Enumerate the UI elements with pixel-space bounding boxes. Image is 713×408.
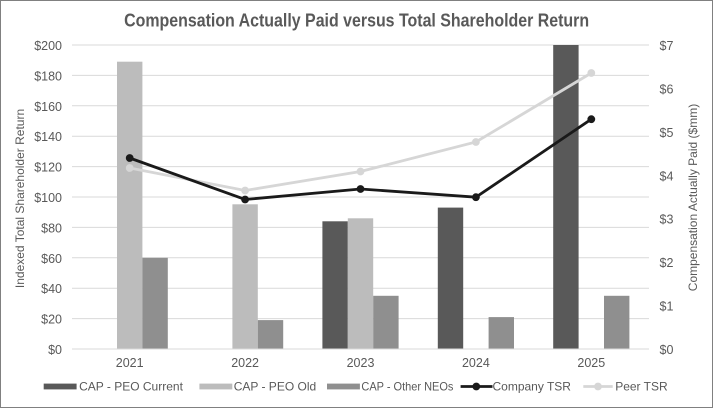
svg-text:$3: $3 — [660, 213, 674, 227]
svg-text:2021: 2021 — [116, 356, 144, 370]
svg-text:$60: $60 — [41, 252, 62, 266]
svg-text:$2: $2 — [660, 256, 674, 270]
svg-text:$40: $40 — [41, 282, 62, 296]
svg-text:Peer TSR: Peer TSR — [615, 380, 668, 394]
svg-text:Indexed Total Shareholder Retu: Indexed Total Shareholder Return — [13, 109, 27, 288]
svg-text:$7: $7 — [660, 39, 674, 53]
svg-text:2022: 2022 — [231, 356, 259, 370]
svg-text:CAP - PEO Old: CAP - PEO Old — [234, 380, 316, 394]
svg-text:Company TSR: Company TSR — [493, 380, 572, 394]
svg-text:$100: $100 — [34, 191, 62, 205]
svg-text:2023: 2023 — [347, 356, 375, 370]
svg-text:$120: $120 — [34, 161, 62, 175]
svg-text:$20: $20 — [41, 313, 62, 327]
svg-text:CAP - PEO Current: CAP - PEO Current — [79, 380, 183, 394]
svg-text:$0: $0 — [48, 343, 62, 357]
svg-text:Compensation Actually Paid ver: Compensation Actually Paid versus Total … — [124, 10, 589, 30]
svg-text:$180: $180 — [34, 69, 62, 83]
svg-text:$0: $0 — [660, 343, 674, 357]
svg-text:CAP - Other NEOs: CAP - Other NEOs — [361, 380, 453, 394]
svg-text:$4: $4 — [660, 169, 674, 183]
svg-text:2025: 2025 — [577, 356, 605, 370]
svg-text:$200: $200 — [34, 39, 62, 53]
svg-text:$80: $80 — [41, 221, 62, 235]
svg-text:$5: $5 — [660, 126, 674, 140]
svg-text:$6: $6 — [660, 82, 674, 96]
svg-text:$1: $1 — [660, 300, 674, 314]
svg-text:Compensation Actually Paid ($m: Compensation Actually Paid ($mm) — [686, 104, 700, 291]
svg-text:2024: 2024 — [462, 356, 490, 370]
svg-text:$160: $160 — [34, 100, 62, 114]
svg-text:$140: $140 — [34, 130, 62, 144]
